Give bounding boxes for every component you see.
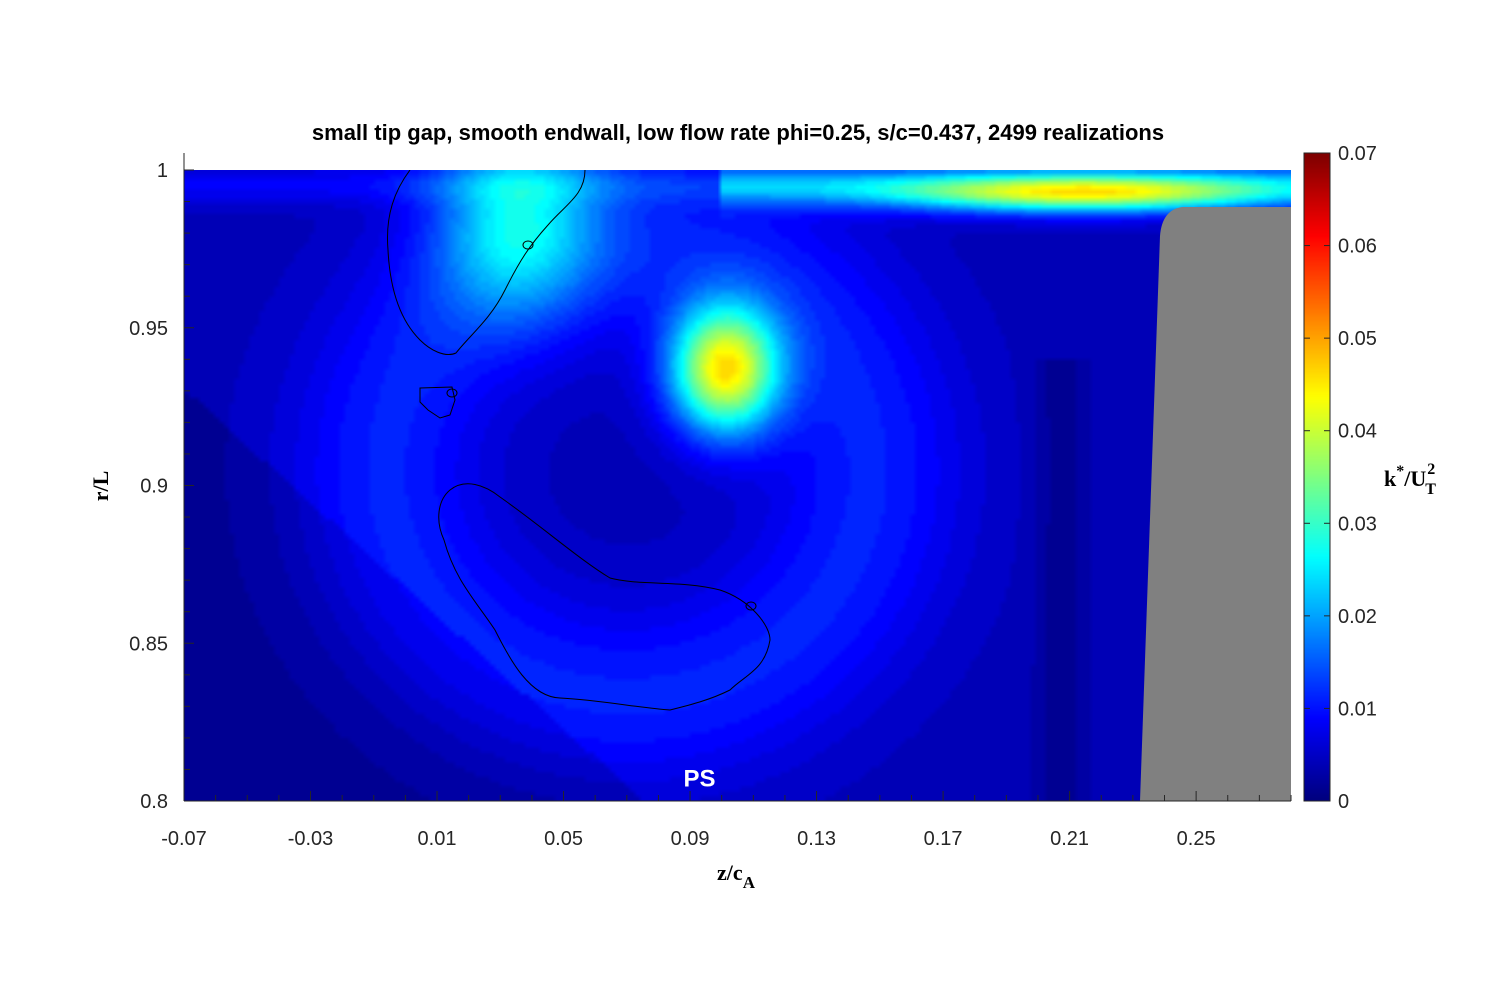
ps-annotation: PS <box>684 765 716 792</box>
colorbar-label-mid: /U <box>1403 466 1426 491</box>
x-axis-label-main: z/c <box>717 860 743 885</box>
x-axis-label-sub: A <box>743 873 756 892</box>
x-tick-label: 0.21 <box>1050 828 1089 850</box>
colorbar-tick-labels: 0 0.01 0.02 0.03 0.04 0.05 0.06 0.07 <box>1338 143 1377 813</box>
x-tick-labels: -0.07 -0.03 0.01 0.05 0.09 0.13 0.17 0.21 0.25 <box>161 828 1215 850</box>
colorbar-label-sup1: * <box>1396 463 1404 480</box>
contour-small-3 <box>745 601 757 611</box>
contour-small-2 <box>446 388 458 398</box>
x-tick-label: 0.17 <box>924 828 963 850</box>
x-tick-label: 0.05 <box>544 828 583 850</box>
contour-lines <box>386 170 771 711</box>
colorbar-tick-label: 0.04 <box>1338 421 1377 443</box>
colorbar-label: k*/U2 T <box>1384 461 1436 498</box>
y-axis-label: r/L <box>88 471 113 502</box>
colorbar-tick-label: 0.06 <box>1338 236 1377 258</box>
x-tick-label: -0.07 <box>161 828 207 850</box>
contour-lower <box>438 483 771 711</box>
y-ticks <box>183 153 194 802</box>
y-tick-labels: 0.8 0.85 0.9 0.95 1 <box>129 160 168 813</box>
colorbar-tick-label: 0 <box>1338 791 1349 813</box>
chart-title: small tip gap, smooth endwall, low flow … <box>312 120 1164 145</box>
y-tick-label: 0.85 <box>129 633 168 655</box>
y-tick-label: 0.95 <box>129 318 168 340</box>
contour-small-1 <box>522 240 534 250</box>
plot-area: -0.07 -0.03 0.01 0.05 0.09 0.13 0.17 0.21 0.25 0… <box>129 153 1292 850</box>
heatmap-field <box>184 170 1291 801</box>
colorbar-label-sup2: 2 <box>1427 461 1435 478</box>
colorbar-tick-label: 0.07 <box>1338 143 1377 165</box>
colorbar-label-base: k <box>1384 466 1397 491</box>
colorbar-tick-label: 0.01 <box>1338 698 1377 720</box>
colorbar-tick-label: 0.03 <box>1338 513 1377 535</box>
x-tick-label: 0.01 <box>418 828 457 850</box>
top-endwall <box>184 153 1291 170</box>
y-tick-label: 0.9 <box>140 476 168 498</box>
y-tick-label: 1 <box>157 160 168 182</box>
colorbar-image <box>1304 153 1330 801</box>
colorbar-tick-label: 0.02 <box>1338 606 1377 628</box>
x-tick-label: 0.09 <box>671 828 710 850</box>
y-tick-label: 0.8 <box>140 791 168 813</box>
colorbar-ticks <box>1304 152 1330 802</box>
colorbar-tick-label: 0.05 <box>1338 328 1377 350</box>
x-tick-label: 0.25 <box>1177 828 1216 850</box>
colorbar-label-sub: T <box>1425 481 1436 498</box>
x-ticks <box>183 791 1292 802</box>
x-tick-label: 0.13 <box>797 828 836 850</box>
x-axis-label: z/cA <box>717 860 756 892</box>
contour-upper <box>386 170 586 355</box>
blade-region <box>1140 207 1291 801</box>
colorbar-gradient <box>1303 152 1331 802</box>
colorbar: 0 0.01 0.02 0.03 0.04 0.05 0.06 0.07 k*/U2 T <box>1303 143 1436 813</box>
x-tick-label: -0.03 <box>288 828 334 850</box>
